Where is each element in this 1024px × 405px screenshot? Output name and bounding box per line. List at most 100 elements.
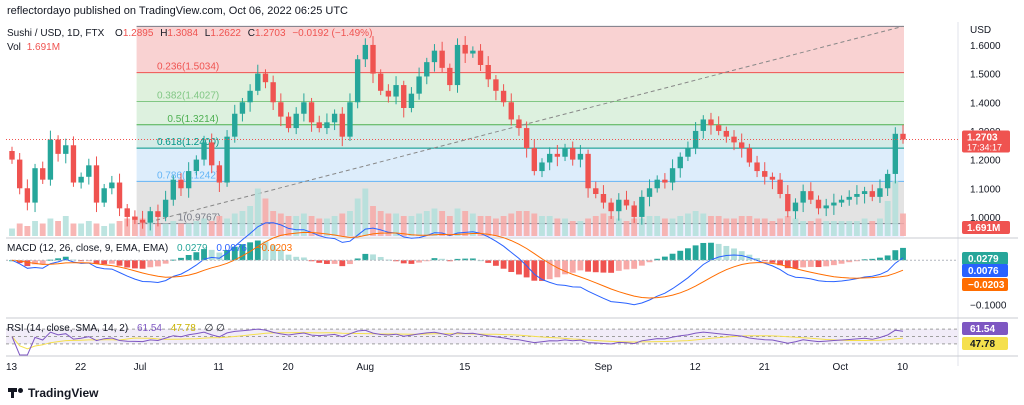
macd-signal-value: −0.0203 (255, 243, 293, 254)
candle-body (477, 50, 484, 65)
macd-histogram-bar (270, 245, 277, 261)
macd-histogram-bar (178, 257, 184, 261)
volume-bar (884, 201, 891, 236)
candle-body (762, 171, 768, 177)
macd-badge-value: −0.0203 (968, 280, 1005, 291)
candle-body (185, 171, 192, 189)
time-axis-tick: Aug (356, 362, 374, 373)
macd-histogram-bar (155, 260, 161, 267)
candle-body (523, 128, 530, 149)
macd-histogram-bar (500, 260, 507, 269)
volume-bar (247, 206, 254, 236)
volume-bar (293, 216, 300, 236)
fib-trend-line (142, 25, 904, 225)
candle-body (347, 102, 353, 137)
macd-histogram-bar (416, 260, 423, 263)
volume-bar (185, 223, 192, 236)
volume-bar (807, 221, 814, 236)
fib-zone (136, 101, 905, 125)
volume-bar (492, 218, 499, 236)
volume-bar (577, 221, 584, 236)
volume-bar (101, 226, 108, 236)
candle-body (270, 82, 276, 103)
candle-body (593, 188, 599, 194)
volume-bar (431, 208, 438, 236)
macd-histogram-bar (370, 254, 376, 261)
candle-body (616, 199, 622, 212)
volume-bar (469, 213, 476, 236)
rsi-ma-badge (962, 337, 1008, 350)
volume-bar (131, 216, 138, 236)
volume-bar (485, 216, 492, 236)
macd-histogram-bar (900, 247, 906, 261)
candle-body (700, 119, 706, 131)
candle-body (646, 188, 653, 197)
volume-bar (531, 213, 538, 236)
candle-body (124, 208, 130, 217)
candle-body (278, 102, 284, 117)
macd-histogram-bar (685, 248, 691, 261)
candle-body (255, 73, 261, 91)
candle-body (485, 65, 491, 80)
macd-histogram-bar (777, 260, 784, 266)
volume-bar (462, 211, 469, 236)
candle-body (408, 93, 415, 108)
tradingview-logo[interactable]: TradingView (8, 386, 98, 400)
candle-body (493, 79, 499, 91)
price-axis-tick: 1.5000 (970, 70, 1001, 81)
macd-histogram-bar (454, 258, 461, 261)
fib-level-label: 1(0.9767) (178, 213, 221, 224)
macd-histogram-bar (877, 257, 883, 261)
candle-body (723, 130, 730, 137)
macd-histogram-bar (300, 257, 307, 261)
volume-bar (354, 198, 361, 236)
volume-bar (254, 188, 261, 236)
macd-histogram-bar (85, 260, 92, 262)
candle-body (224, 136, 230, 183)
volume-bar (677, 216, 684, 236)
candle-body (401, 85, 407, 108)
volume-bar (193, 221, 200, 236)
macd-histogram-bar (884, 255, 891, 261)
candle-body (431, 50, 438, 63)
macd-histogram-bar (646, 260, 653, 263)
rsi-badge-value: 61.54 (970, 324, 995, 335)
current-price-value: 1.2703 (967, 132, 998, 143)
attribution-text: reflectordayo published on TradingView.c… (7, 5, 348, 17)
volume-bar (569, 221, 576, 236)
macd-histogram-bar (139, 260, 146, 269)
macd-histogram-bar (331, 260, 338, 264)
volume-badge (962, 221, 1010, 234)
volume-bar (423, 211, 430, 236)
macd-histogram-bar (585, 260, 591, 272)
candle-body (55, 139, 61, 154)
candle-body (531, 148, 537, 172)
candle-body (800, 191, 806, 203)
tradingview-icon (8, 388, 24, 398)
candle-body (16, 159, 23, 189)
volume-bar (592, 216, 599, 236)
macd-histogram-bar (377, 256, 384, 261)
volume-bar (600, 213, 607, 236)
volume-bar (116, 221, 123, 236)
time-axis-tick: 10 (897, 362, 909, 373)
volume-bar (608, 216, 615, 236)
macd-histogram-bar (239, 244, 246, 261)
macd-histogram-bar (708, 242, 714, 261)
volume-bar (370, 206, 376, 236)
macd-badge-value: 0.0076 (968, 266, 999, 277)
macd-histogram-bar (385, 259, 392, 261)
fib-zone (136, 148, 905, 182)
volume-bar (339, 213, 346, 236)
candle-body (669, 168, 676, 183)
candle-body (362, 44, 369, 60)
macd-histogram-bar (316, 260, 323, 263)
price-axis-tick: 1.1000 (970, 184, 1001, 195)
macd-histogram-bar (431, 258, 438, 261)
candle-body (178, 179, 184, 189)
macd-histogram-bar (293, 256, 300, 261)
volume-bar (170, 221, 177, 236)
volume-bar (231, 213, 238, 236)
macd-histogram-bar (131, 260, 138, 269)
macd-histogram-bar (700, 242, 707, 261)
